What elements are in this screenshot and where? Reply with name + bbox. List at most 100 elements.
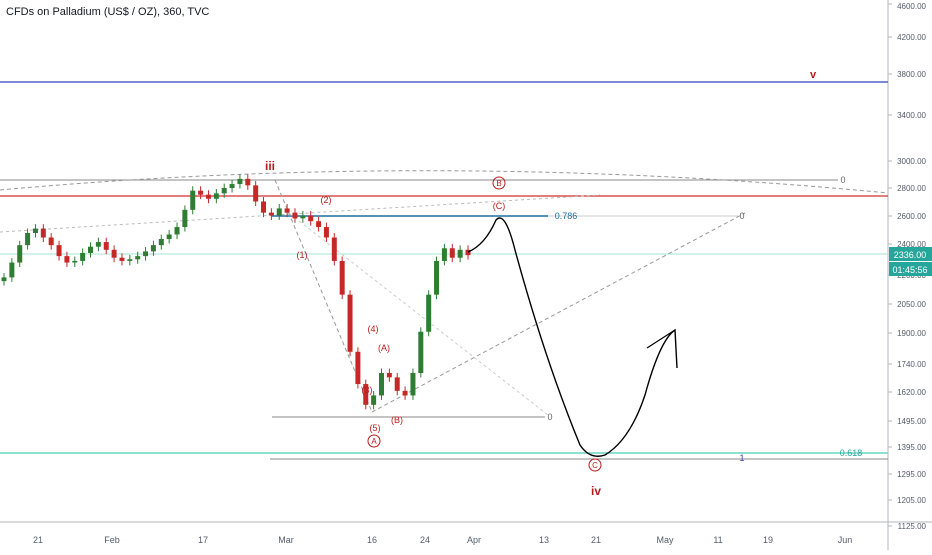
candle-body[interactable] xyxy=(331,237,337,261)
candle-body[interactable] xyxy=(198,190,204,195)
candle-body[interactable] xyxy=(56,245,62,257)
candle-body[interactable] xyxy=(261,201,267,213)
candle-body[interactable] xyxy=(386,372,392,378)
time-tick-label: May xyxy=(656,535,674,545)
wave-b-paren-label: (B) xyxy=(391,415,403,425)
countdown-label: 01:45:56 xyxy=(892,265,927,275)
candles[interactable] xyxy=(1,174,471,410)
candle-body[interactable] xyxy=(355,351,361,385)
price-tick-label: 1125.00 xyxy=(898,522,927,531)
price-scale[interactable]: 4600.00 4200.00 3800.00 3400.00 3000.00 2800.… xyxy=(888,2,927,531)
candle-body[interactable] xyxy=(434,260,440,295)
candle-body[interactable] xyxy=(292,212,298,219)
price-tick-label: 1740.00 xyxy=(897,360,926,369)
current-price-badge[interactable] xyxy=(889,247,932,261)
wave-3-label: (3) xyxy=(362,385,373,395)
candle-body[interactable] xyxy=(166,234,172,240)
candle-body[interactable] xyxy=(127,259,133,261)
candle-body[interactable] xyxy=(229,184,235,189)
candle-body[interactable] xyxy=(371,395,377,405)
candle-body[interactable] xyxy=(95,242,101,247)
candle-body[interactable] xyxy=(9,262,15,278)
candle-body[interactable] xyxy=(64,256,70,263)
time-tick-label: 11 xyxy=(713,535,722,545)
time-tick-label: 19 xyxy=(763,535,773,545)
fib-zero-mid-label: 0 xyxy=(739,211,744,221)
time-scale[interactable]: 21 Feb 17 Mar 16 24 Apr 13 21 May 11 19 Jun xyxy=(33,535,852,545)
candle-body[interactable] xyxy=(135,256,141,260)
candle-body[interactable] xyxy=(158,239,164,246)
channel-trendline xyxy=(0,194,601,233)
price-tick-label: 2400.00 xyxy=(897,240,926,249)
candle-body[interactable] xyxy=(347,294,353,352)
candle-body[interactable] xyxy=(205,194,211,199)
candle-body[interactable] xyxy=(402,390,408,396)
candle-body[interactable] xyxy=(182,209,188,228)
candle-body[interactable] xyxy=(339,260,345,295)
candle-body[interactable] xyxy=(237,178,243,185)
price-tick-label: 1205.00 xyxy=(897,496,926,505)
candle-body[interactable] xyxy=(323,227,329,238)
candle-body[interactable] xyxy=(276,208,282,216)
candle-body[interactable] xyxy=(143,251,149,257)
candle-body[interactable] xyxy=(88,246,94,253)
candle-body[interactable] xyxy=(150,245,156,252)
candle-body[interactable] xyxy=(213,193,219,199)
price-tick-label: 2800.00 xyxy=(897,184,926,193)
candle-body[interactable] xyxy=(457,249,463,258)
projection-tail xyxy=(646,329,676,349)
candle-body[interactable] xyxy=(48,237,54,246)
candle-body[interactable] xyxy=(221,188,227,194)
wave-4-label: (4) xyxy=(368,324,379,334)
circle-b-label: B xyxy=(496,179,501,188)
candle-body[interactable] xyxy=(40,228,46,238)
candle-body[interactable] xyxy=(103,242,109,250)
projection-path[interactable] xyxy=(467,217,678,457)
fib-one-label: 1 xyxy=(739,453,744,463)
candle-body[interactable] xyxy=(174,227,180,235)
candle-body[interactable] xyxy=(300,215,306,219)
candle-body[interactable] xyxy=(465,249,471,256)
candle-body[interactable] xyxy=(245,178,251,186)
inner-trendline xyxy=(284,209,549,416)
wave-1-label: (1) xyxy=(297,250,308,260)
candle-body[interactable] xyxy=(308,215,314,222)
time-tick-label: 21 xyxy=(33,535,43,545)
wave-iv-label: iv xyxy=(591,484,601,498)
candle-body[interactable] xyxy=(72,260,78,263)
price-tick-label: 3800.00 xyxy=(897,70,926,79)
price-tick-label: 1295.00 xyxy=(897,470,926,479)
candle-body[interactable] xyxy=(449,248,455,258)
candle-body[interactable] xyxy=(17,245,23,263)
candle-body[interactable] xyxy=(316,221,322,228)
candle-body[interactable] xyxy=(363,384,369,405)
candle-body[interactable] xyxy=(111,249,117,258)
candle-body[interactable] xyxy=(418,331,424,373)
price-tick-label: 4200.00 xyxy=(897,33,926,42)
price-tick-label: 3400.00 xyxy=(897,111,926,120)
candle-body[interactable] xyxy=(32,228,38,233)
support-trendline xyxy=(371,212,746,413)
candle-body[interactable] xyxy=(190,190,196,210)
candle-body[interactable] xyxy=(441,248,447,261)
candle-body[interactable] xyxy=(253,185,259,202)
time-tick-label: 13 xyxy=(539,535,549,545)
price-tick-label: 4600.00 xyxy=(897,2,926,11)
price-tick-label: 3000.00 xyxy=(897,157,926,166)
candle-body[interactable] xyxy=(378,372,384,396)
candle-body[interactable] xyxy=(284,208,290,213)
candle-body[interactable] xyxy=(426,294,432,332)
wave-5-label: (5) xyxy=(370,423,381,433)
candle-body[interactable] xyxy=(119,257,125,261)
candle-body[interactable] xyxy=(268,212,274,216)
candle-body[interactable] xyxy=(25,232,31,246)
fib-zero-top-label: 0 xyxy=(840,175,845,185)
candle-body[interactable] xyxy=(410,372,416,396)
price-tick-label: 2600.00 xyxy=(897,212,926,221)
candle-body[interactable] xyxy=(394,377,400,391)
wave-iii-label: iii xyxy=(265,159,275,173)
candle-body[interactable] xyxy=(1,277,7,282)
candle-body[interactable] xyxy=(80,252,86,261)
